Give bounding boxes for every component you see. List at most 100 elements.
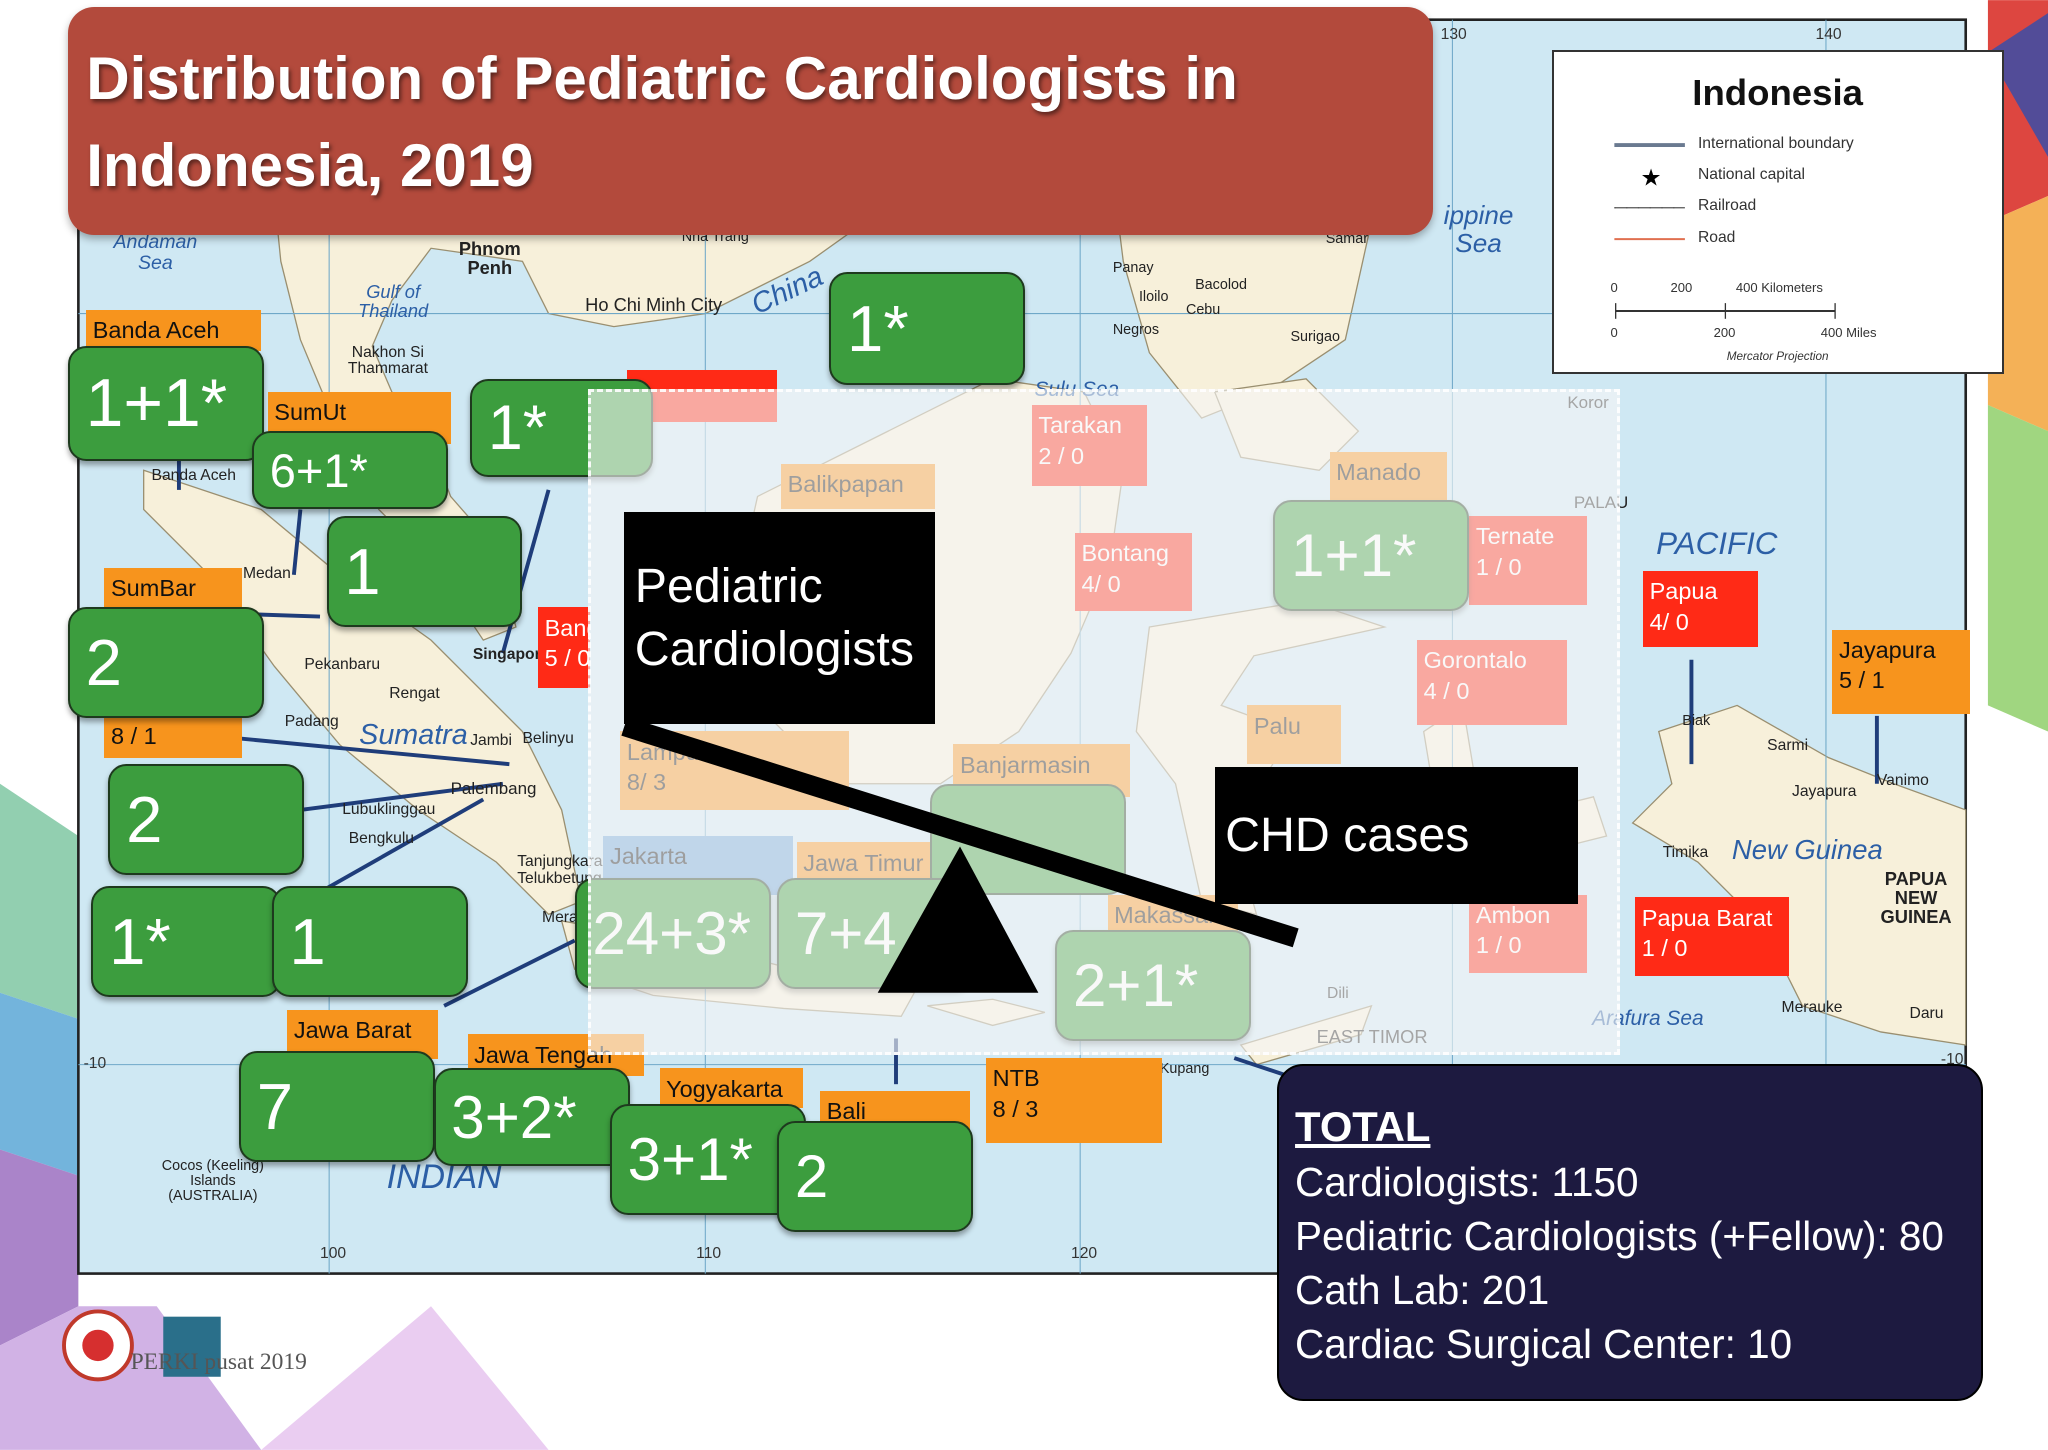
decor-shape (1987, 13, 2048, 157)
map-label: Banda Aceh (151, 466, 236, 484)
map-label: Merauke (1781, 999, 1843, 1017)
scale-label: 200 (1713, 325, 1736, 341)
count-box: 1 (271, 885, 468, 997)
scale-label: 0 (1610, 279, 1618, 295)
map-label: Panay (1112, 260, 1154, 277)
map-label: Andaman Sea (113, 231, 198, 275)
region-name: Banda Aceh (92, 316, 220, 343)
footer-text: PERKI pusat 2019 (130, 1349, 307, 1376)
region-count: 8 / 3 (992, 1095, 1039, 1122)
region-box: NTB 8 / 3 (986, 1057, 1163, 1143)
count-box: 1* (91, 885, 281, 997)
map-label: Iloilo (1138, 288, 1169, 305)
map-label: Merak (542, 909, 586, 927)
map-label: Daru (1909, 1004, 1944, 1022)
map-label: Jayapura (1792, 782, 1857, 800)
region-count: 5 / 0 (544, 645, 591, 672)
legend-item: Railroad (1697, 197, 1757, 215)
region-box: Papua Barat 1 / 0 (1635, 897, 1790, 976)
map-label: Phnom Penh (458, 238, 521, 279)
connector (500, 489, 551, 654)
map-label: Rengat (389, 684, 440, 702)
count-box: 6+1* (252, 431, 448, 510)
decor-shape (0, 992, 79, 1176)
connector (443, 938, 576, 1008)
map-label: Samar (1325, 231, 1368, 248)
map-label: Belinyu (522, 730, 574, 748)
total-heading: TOTAL (1295, 1103, 1431, 1151)
overlay-label: Pediatric Cardiologists (624, 512, 936, 724)
map-label: Arafura Sea (1592, 1007, 1704, 1031)
region-name: SumUt (274, 399, 347, 426)
map-label: PAPUA NEW GUINEA (1880, 867, 1952, 927)
legend-title: Indonesia (1692, 71, 1863, 113)
legend-box (1551, 49, 2004, 374)
region-box: Yogyakarta (659, 1068, 804, 1108)
scale-label: 400 Kilometers (1735, 279, 1823, 295)
count-box: 3+2* (433, 1068, 630, 1167)
decor-shape (0, 783, 79, 1019)
land (1631, 704, 1967, 1046)
region-box: Jawa Barat (287, 1009, 438, 1060)
map-label: Vanimo (1876, 772, 1929, 790)
total-line: Pediatric Cardiologists (+Fellow): 80 (1295, 1213, 1944, 1260)
region-count: 8 / 1 (111, 722, 157, 749)
region-name: NTB (992, 1065, 1040, 1092)
map-label: New Guinea (1731, 833, 1883, 865)
map-label: Cebu (1185, 302, 1221, 319)
map-label: Kupang (1159, 1060, 1210, 1077)
map-label: Surigao (1290, 329, 1340, 346)
count-box: 7 (239, 1051, 435, 1163)
map-label: Sumatra (359, 718, 468, 751)
grid-label: 120 (1071, 1244, 1098, 1262)
region-box: Banda Aceh (86, 309, 262, 352)
region-box: SumBar (104, 568, 242, 610)
region-name: Jayapura (1839, 636, 1936, 663)
map-label: Padang (284, 713, 339, 731)
legend-item: International boundary (1697, 134, 1854, 152)
scale-label: 400 Miles (1820, 325, 1877, 341)
grid-label: 140 (1815, 26, 1842, 44)
region-name: Bali (826, 1097, 866, 1124)
total-box: TOTAL Cardiologists: 1150 Pediatric Cardio… (1277, 1064, 1983, 1402)
region-box: Jayapura 5 / 1 (1832, 629, 1970, 715)
total-line: Cath Lab: 201 (1295, 1266, 1550, 1313)
count-box: 2 (108, 764, 305, 876)
decor-shape (1987, 405, 2048, 732)
region-name: Papua (1649, 577, 1718, 604)
decor-shape (0, 1149, 79, 1346)
grid-label: -10 (83, 1055, 107, 1073)
count-box: 1* (829, 271, 1026, 386)
region-count: 5 / 1 (1839, 667, 1885, 694)
grid-label: -10 (1940, 1051, 1964, 1069)
map-label: Ho Chi Minh City (585, 294, 723, 316)
region-name: Jawa Barat (293, 1016, 412, 1043)
connector (300, 781, 504, 812)
region-name: Bangka (544, 614, 591, 641)
connector (291, 509, 303, 575)
map-label: Lubuklinggau (342, 800, 436, 818)
count-box: 1+1* (67, 346, 264, 462)
scale-label: 200 (1670, 279, 1693, 295)
projection: Mercator Projection (1726, 350, 1829, 364)
total-line: Cardiac Surgical Center: 10 (1295, 1320, 1793, 1367)
count-box: 1 (326, 515, 523, 627)
map-label: Negros (1112, 321, 1160, 338)
map-label: Medan (242, 564, 291, 582)
map-label: Bacolod (1195, 277, 1247, 294)
region-box: Bangka 5 / 0 (538, 607, 591, 689)
region-box: 8 / 1 (104, 715, 242, 758)
map-label: Jambi (470, 731, 512, 749)
map-label: Sarmi (1767, 736, 1809, 754)
count-box: 3+1* (609, 1103, 806, 1215)
map-label: Pekanbaru (304, 655, 381, 673)
legend-item: Road (1697, 228, 1736, 246)
region-name: Papua Barat (1641, 904, 1773, 931)
map-label: Singapore (472, 645, 550, 663)
total-line: Cardiologists: 1150 (1295, 1159, 1639, 1206)
map-label: Biak (1682, 713, 1711, 730)
decor-shape (261, 1306, 549, 1450)
title: Distribution of Pediatric Cardiologists … (67, 6, 1433, 236)
map-label: Gulf of Thailand (358, 281, 429, 322)
